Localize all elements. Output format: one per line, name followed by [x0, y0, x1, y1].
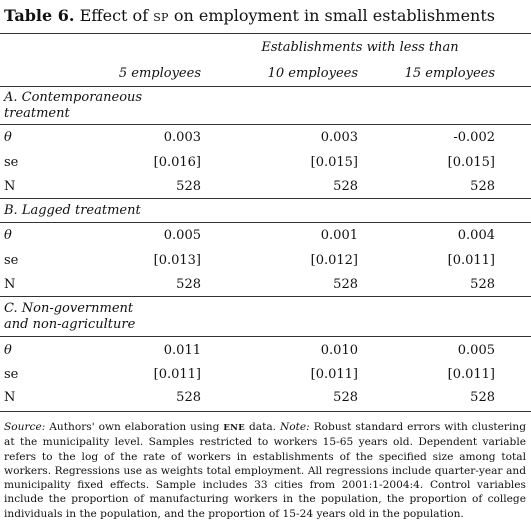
table-cell: 528 [176, 277, 201, 292]
table-cell: [0.011] [153, 367, 201, 382]
table-cell: 0.010 [320, 343, 358, 358]
note-label: Note: [279, 421, 310, 433]
panel-c-label-line-2: and non-agriculture [4, 317, 136, 332]
table-cell: 0.004 [457, 228, 495, 243]
row-label-n: N [4, 390, 16, 405]
table-cell: 528 [333, 277, 358, 292]
table-cell: [0.012] [310, 253, 358, 268]
table-cell: [0.015] [310, 155, 358, 170]
header-rule [0, 86, 531, 87]
panel-a-label-line-2: treatment [4, 106, 70, 121]
table-cell: 0.001 [320, 228, 358, 243]
panel-b-label: B. Lagged treatment [4, 203, 141, 219]
table-cell: 528 [176, 179, 201, 194]
column-header-15: 15 employees [404, 66, 495, 81]
panel-a-rule [0, 124, 531, 125]
table-cell: 0.005 [163, 228, 201, 243]
table-cell: 528 [470, 277, 495, 292]
table-cell: 0.011 [163, 343, 201, 358]
bottom-rule [0, 411, 531, 412]
table-cell: [0.011] [447, 253, 495, 268]
panel-a-label-line-1: A. Contemporaneous [4, 90, 143, 105]
table-cell: 528 [333, 390, 358, 405]
table-cell: 528 [470, 390, 495, 405]
column-header-5: 5 employees [118, 66, 201, 81]
table-cell: [0.013] [153, 253, 201, 268]
panel-a-label: A. Contemporaneous treatment [4, 90, 142, 122]
source-text-pre: Authors' own elaboration using [49, 421, 220, 433]
column-group-header: Establishments with less than [261, 40, 459, 55]
panel-c-label: C. Non-government and non-agriculture [4, 301, 135, 333]
row-label-theta: θ [4, 228, 12, 243]
column-header-10: 10 employees [267, 66, 358, 81]
note-text: Robust standard errors with clustering a… [4, 421, 526, 520]
table-cell: 528 [176, 390, 201, 405]
row-label-n: N [4, 277, 16, 292]
caption-title-smallcaps: SP [153, 11, 169, 24]
top-rule [0, 33, 531, 34]
table-cell: 528 [470, 179, 495, 194]
row-label-se: se [4, 367, 19, 382]
panel-separator-rule [0, 198, 531, 199]
table-cell: [0.015] [447, 155, 495, 170]
table-cell: 0.005 [457, 343, 495, 358]
table-caption: Table 6. Effect of SP on employment in s… [4, 6, 495, 25]
table-cell: 528 [333, 179, 358, 194]
row-label-se: se [4, 155, 19, 170]
source-dataset: ENE [223, 423, 245, 433]
row-label-se: se [4, 253, 19, 268]
caption-title-pre: Effect of [79, 6, 149, 25]
row-label-theta: θ [4, 130, 12, 145]
table-cell: [0.016] [153, 155, 201, 170]
source-text-post: data. [248, 421, 277, 433]
table-cell: [0.011] [447, 367, 495, 382]
panel-c-label-line-1: C. Non-government [4, 301, 134, 316]
table-number: Table 6. [4, 6, 75, 25]
table-cell: [0.011] [310, 367, 358, 382]
row-label-n: N [4, 179, 16, 194]
panel-c-rule [0, 336, 531, 337]
caption-title-post: on employment in small establishments [173, 6, 495, 25]
source-label: Source: [4, 421, 46, 433]
panel-separator-rule [0, 296, 531, 297]
table-cell: -0.002 [453, 130, 495, 145]
table-cell: 0.003 [320, 130, 358, 145]
table-footnote: Source: Authors' own elaboration using E… [4, 420, 526, 521]
row-label-theta: θ [4, 343, 12, 358]
panel-b-rule [0, 222, 531, 223]
table-cell: 0.003 [163, 130, 201, 145]
panel-b-label-line-1: B. Lagged treatment [4, 203, 141, 218]
